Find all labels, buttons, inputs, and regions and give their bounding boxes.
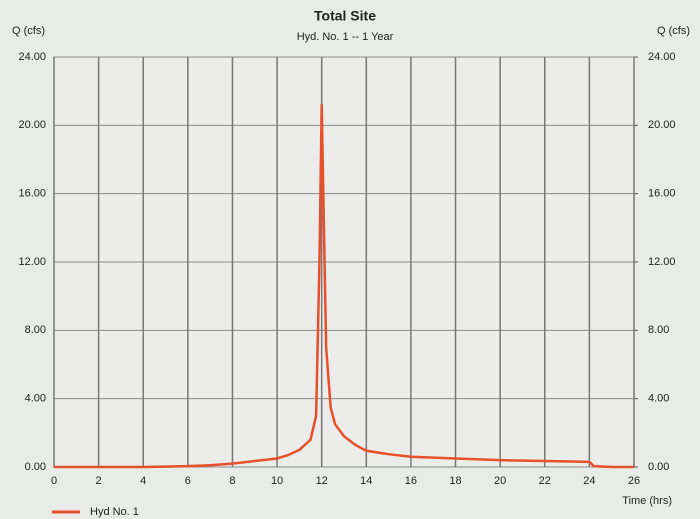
y-axis-label: Q (cfs)	[12, 25, 45, 37]
legend-label: Hyd No. 1	[90, 506, 139, 518]
y2-tick-label: 0.00	[648, 461, 669, 473]
x-tick-label: 20	[494, 475, 506, 487]
y-tick-label: 4.00	[25, 393, 46, 405]
y2-tick-label: 4.00	[648, 393, 669, 405]
x-tick-label: 16	[405, 475, 417, 487]
y2-tick-label: 20.00	[648, 119, 676, 131]
x-tick-label: 24	[583, 475, 595, 487]
x-tick-label: 12	[316, 475, 328, 487]
x-tick-label: 14	[360, 475, 372, 487]
y2-tick-label: 24.00	[648, 51, 676, 63]
y2-axis-label: Q (cfs)	[657, 25, 690, 37]
x-tick-label: 10	[271, 475, 283, 487]
y2-tick-label: 8.00	[648, 324, 669, 336]
y-tick-label: 0.00	[25, 461, 46, 473]
x-axis-label: Time (hrs)	[622, 495, 672, 507]
x-tick-label: 8	[229, 475, 235, 487]
chart-subtitle: Hyd. No. 1 -- 1 Year	[297, 31, 394, 43]
x-tick-label: 4	[140, 475, 146, 487]
y-tick-label: 20.00	[18, 119, 46, 131]
x-tick-label: 18	[449, 475, 461, 487]
y-tick-label: 24.00	[18, 51, 46, 63]
x-tick-label: 0	[51, 475, 57, 487]
y-tick-label: 8.00	[25, 324, 46, 336]
y2-tick-label: 16.00	[648, 188, 676, 200]
y-tick-label: 16.00	[18, 188, 46, 200]
chart-title: Total Site	[314, 8, 376, 24]
x-tick-label: 22	[539, 475, 551, 487]
y-tick-label: 12.00	[18, 256, 46, 268]
x-tick-label: 2	[96, 475, 102, 487]
series-line	[54, 103, 634, 469]
x-tick-label: 26	[628, 475, 640, 487]
x-tick-label: 6	[185, 475, 191, 487]
y2-tick-label: 12.00	[648, 256, 676, 268]
